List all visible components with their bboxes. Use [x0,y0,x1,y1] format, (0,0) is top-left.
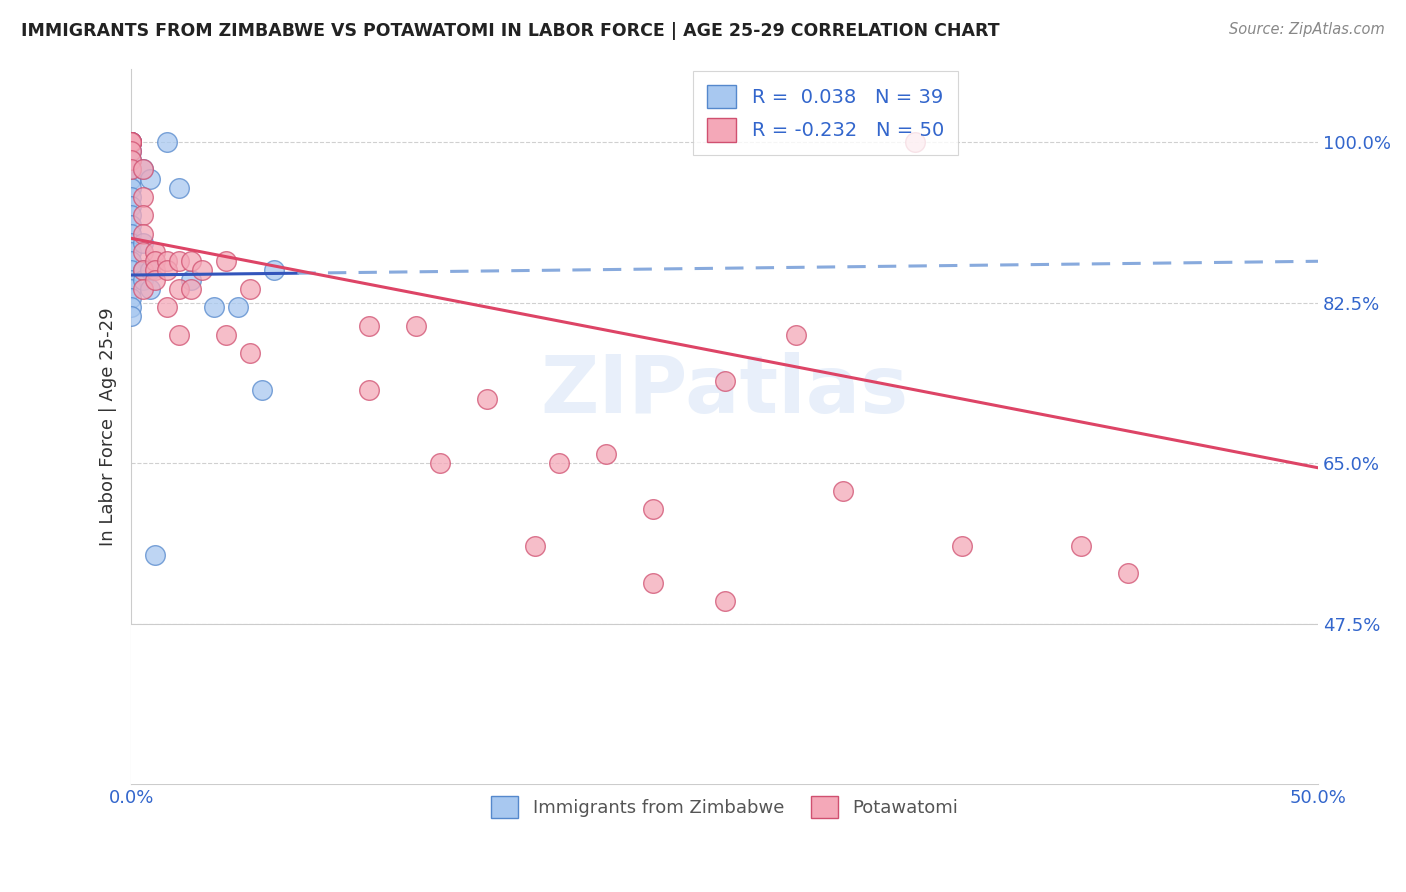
Point [156,300,179,314]
Point [167,327,190,342]
Point [1070,539,1092,553]
Bar [131,624,1319,784]
Point [120,245,142,260]
Point [156,254,179,268]
Point [132,235,155,250]
Point [139,171,162,186]
Point [180,282,202,296]
Point [120,171,142,186]
Point [143,548,166,562]
Point [132,263,155,277]
Point [215,327,238,342]
Point [643,575,665,590]
Point [120,135,142,149]
Point [167,181,190,195]
Point [180,272,202,286]
Point [132,272,155,286]
Legend: Immigrants from Zimbabwe, Potawatomi: Immigrants from Zimbabwe, Potawatomi [484,789,966,825]
Text: IMMIGRANTS FROM ZIMBABWE VS POTAWATOMI IN LABOR FORCE | AGE 25-29 CORRELATION CH: IMMIGRANTS FROM ZIMBABWE VS POTAWATOMI I… [21,22,1000,40]
Point [120,135,142,149]
Point [120,282,142,296]
Point [156,263,179,277]
Point [120,310,142,324]
Point [120,218,142,232]
Point [120,181,142,195]
Point [139,263,162,277]
Point [357,383,380,397]
Point [120,263,142,277]
Point [547,456,569,470]
Point [832,483,855,498]
Text: ZIPatlas: ZIPatlas [540,351,908,430]
Point [167,282,190,296]
Point [120,190,142,204]
Point [120,199,142,213]
Point [250,383,273,397]
Point [120,162,142,177]
Point [167,254,190,268]
Point [143,254,166,268]
Point [132,227,155,241]
Point [132,686,155,700]
Point [132,245,155,260]
Y-axis label: In Labor Force | Age 25-29: In Labor Force | Age 25-29 [100,307,117,546]
Point [1022,667,1045,681]
Point [239,346,262,360]
Point [523,539,546,553]
Point [120,254,142,268]
Point [120,144,142,158]
Point [477,392,499,406]
Point [156,135,179,149]
Point [132,208,155,222]
Point [120,135,142,149]
Point [202,300,225,314]
Point [120,135,142,149]
Point [120,227,142,241]
Point [120,135,142,149]
Point [180,254,202,268]
Point [215,254,238,268]
Point [120,135,142,149]
Point [120,135,142,149]
Point [713,594,735,608]
Point [120,272,142,286]
Point [120,162,142,177]
Point [120,144,142,158]
Point [143,245,166,260]
Point [120,135,142,149]
Point [357,318,380,333]
Point [120,300,142,314]
Point [191,263,214,277]
Point [132,162,155,177]
Point [263,263,285,277]
Point [132,162,155,177]
Point [785,327,807,342]
Point [226,300,249,314]
Point [239,282,262,296]
Point [139,282,162,296]
Point [903,135,925,149]
Point [713,374,735,388]
Point [429,456,451,470]
Point [595,447,617,461]
Point [405,318,427,333]
Point [950,539,973,553]
Point [143,272,166,286]
Point [132,263,155,277]
Point [132,282,155,296]
Point [120,208,142,222]
Point [1116,566,1139,581]
Text: Source: ZipAtlas.com: Source: ZipAtlas.com [1229,22,1385,37]
Point [120,235,142,250]
Point [643,502,665,516]
Point [120,291,142,305]
Point [120,153,142,168]
Point [132,190,155,204]
Point [143,263,166,277]
Point [120,153,142,168]
